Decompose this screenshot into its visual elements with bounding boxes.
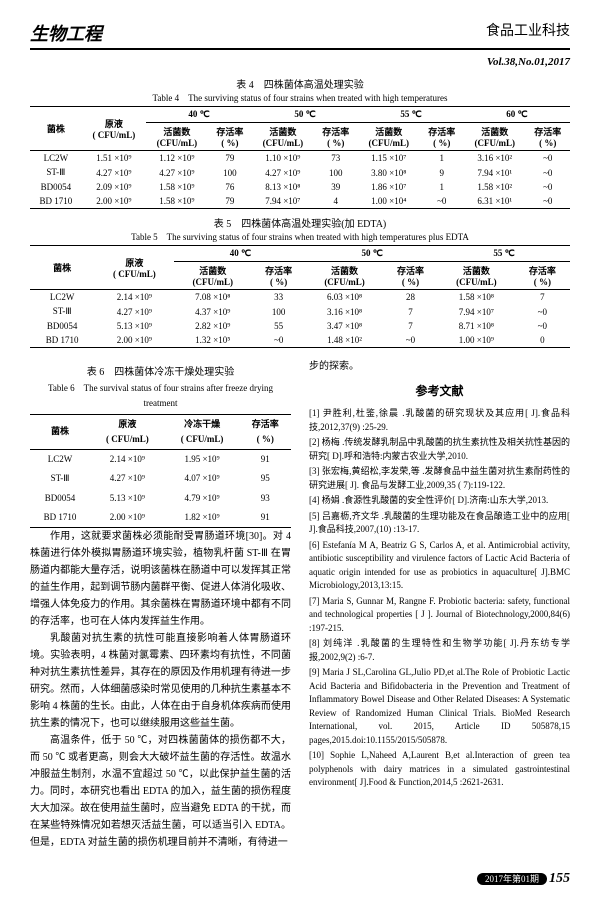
table4-title-en: Table 4 The surviving status of four str… [30, 91, 570, 104]
issue-badge: 2017年第01期 [477, 873, 547, 885]
table6-title-cn: 表 6 四株菌体冷冻干燥处理实验 [30, 364, 291, 381]
table5-title-en: Table 5 The surviving status of four str… [30, 230, 570, 243]
reference-item: [1] 尹胜利,杜鉴,徐晨 .乳酸菌的研究现状及其应用[ J].食品科技,201… [309, 407, 570, 434]
table4-title-cn: 表 4 四株菌体高温处理实验 [30, 76, 570, 91]
body-p2: 乳酸菌对抗生素的抗性可能直接影响着人体胃肠道环境。实验表明，4 株菌对氯霉素、四… [30, 630, 291, 732]
page-number: 155 [549, 871, 570, 886]
body-p1: 作用，这就要求菌株必须能耐受胃肠道环境[30]。对 4 株菌进行体外模拟胃肠道环… [30, 528, 291, 630]
page-header: 生物工程 食品工业科技 [30, 20, 570, 50]
header-right: 食品工业科技 [486, 20, 570, 46]
reference-item: [7] Maria S, Gunnar M, Rangne F. Probiot… [309, 595, 570, 636]
body-p4: 步的探索。 [309, 358, 570, 375]
body-p3: 高温条件，低于 50 ℃，对四株菌菌体的损伤都不大，而 50 ℃ 或者更高，则会… [30, 732, 291, 851]
table5: 菌株原液( CFU/mL)40 ℃50 ℃55 ℃活菌数(CFU/mL)存活率(… [30, 245, 570, 348]
reference-item: [6] Estefanía M A, Beatriz G S, Carlos A… [309, 539, 570, 593]
reference-item: [5] 吕嘉枥,齐文华 .乳酸菌的生理功能及在食品酿造工业中的应用[ J].食品… [309, 510, 570, 537]
volume-line: Vol.38,No.01,2017 [30, 56, 570, 68]
reference-item: [3] 张宏梅,黄绍松,李发荣,等 .发酵食品中益生菌对抗生素耐药性的研究进展[… [309, 465, 570, 492]
reference-item: [10] Sophie L,Naheed A,Laurent B,et al.I… [309, 749, 570, 790]
reference-item: [8] 刘纯洋 .乳酸菌的生理特性和生物学功能[ J].丹东纺专学报,2002,… [309, 637, 570, 664]
page-footer: 2017年第01期155 [30, 871, 570, 887]
reference-item: [4] 杨娟 .食源性乳酸菌的安全性评价[ D].济南:山东大学,2013. [309, 494, 570, 508]
table4: 菌株原液( CFU/mL)40 ℃50 ℃55 ℃60 ℃活菌数(CFU/mL)… [30, 106, 570, 209]
table6-title-en: Table 6 The survival status of four stra… [30, 381, 291, 412]
reference-item: [9] Maria J SL,Carolina GL,Julio PD,et a… [309, 666, 570, 747]
left-column: 表 6 四株菌体冷冻干燥处理实验 Table 6 The survival st… [30, 358, 291, 851]
references-title: 参考文献 [309, 381, 570, 401]
table5-title-cn: 表 5 四株菌体高温处理实验(加 EDTA) [30, 215, 570, 230]
reference-item: [2] 杨梅 .传统发酵乳制品中乳酸菌的抗生素抗性及相关抗性基因的研究[ D].… [309, 436, 570, 463]
table6: 菌株原液( CFU/mL)冷冻干燥( CFU/mL)存活率( %) LC2W2.… [30, 414, 291, 529]
references-list: [1] 尹胜利,杜鉴,徐晨 .乳酸菌的研究现状及其应用[ J].食品科技,201… [309, 407, 570, 790]
right-column: 步的探索。 参考文献 [1] 尹胜利,杜鉴,徐晨 .乳酸菌的研究现状及其应用[ … [309, 358, 570, 851]
header-left: 生物工程 [30, 20, 102, 46]
